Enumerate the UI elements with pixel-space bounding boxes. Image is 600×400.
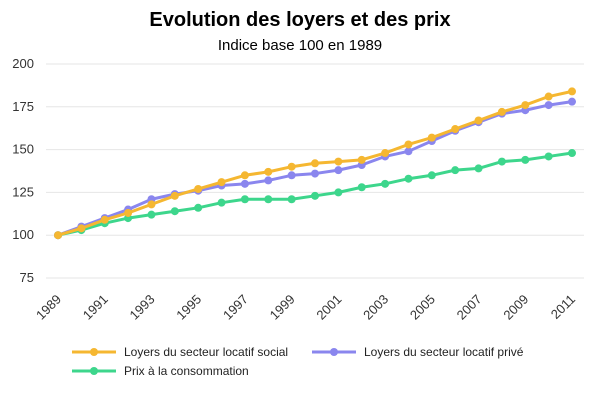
legend-label: Prix à la consommation bbox=[124, 364, 249, 378]
y-tick-label: 75 bbox=[20, 270, 34, 285]
data-point bbox=[451, 125, 460, 134]
y-tick-label: 200 bbox=[12, 56, 34, 71]
data-point bbox=[357, 155, 366, 164]
x-tick-label: 1993 bbox=[127, 292, 158, 323]
legend-swatch-marker bbox=[90, 367, 98, 375]
y-tick-label: 100 bbox=[12, 227, 34, 242]
x-tick-label: 1997 bbox=[220, 292, 251, 323]
x-axis-tick-labels: 1989 1991 1993 1995 1997 1999 2001 2003 2005 2007… bbox=[33, 292, 578, 323]
data-point bbox=[194, 184, 203, 193]
data-point bbox=[287, 171, 296, 180]
data-point bbox=[568, 149, 576, 158]
data-point bbox=[194, 203, 203, 212]
data-point bbox=[544, 101, 553, 110]
data-point bbox=[427, 171, 436, 180]
data-point bbox=[334, 188, 343, 197]
legend-item: Loyers du secteur locatif privé bbox=[312, 345, 524, 359]
y-tick-label: 125 bbox=[12, 184, 34, 199]
x-tick-label: 2003 bbox=[360, 292, 391, 323]
data-point bbox=[264, 195, 273, 204]
data-point bbox=[77, 224, 86, 233]
data-point bbox=[568, 87, 576, 96]
data-point bbox=[474, 164, 483, 173]
data-point bbox=[521, 101, 530, 110]
x-tick-label: 2005 bbox=[407, 292, 438, 323]
data-point bbox=[54, 231, 62, 240]
data-point bbox=[334, 166, 343, 175]
x-tick-label: 2001 bbox=[313, 292, 344, 323]
data-point bbox=[311, 191, 319, 200]
x-tick-label: 1989 bbox=[33, 292, 64, 323]
data-point bbox=[311, 159, 319, 168]
data-point bbox=[427, 133, 436, 142]
legend-swatch-marker bbox=[330, 348, 338, 356]
x-tick-label: 1999 bbox=[267, 292, 298, 323]
legend: Loyers du secteur locatif social Loyers d… bbox=[72, 345, 524, 378]
legend-item: Prix à la consommation bbox=[72, 364, 249, 378]
data-point bbox=[100, 215, 109, 224]
data-point bbox=[474, 116, 483, 125]
data-point bbox=[170, 207, 179, 216]
y-axis-tick-labels: 75 100 125 150 175 200 bbox=[12, 56, 34, 285]
x-tick-label: 2011 bbox=[548, 292, 578, 322]
data-point bbox=[497, 157, 506, 166]
data-point bbox=[568, 97, 576, 106]
data-point bbox=[287, 162, 296, 171]
data-point bbox=[240, 179, 249, 188]
data-point bbox=[357, 183, 366, 192]
data-point bbox=[147, 200, 156, 209]
data-point bbox=[381, 179, 390, 188]
data-point bbox=[217, 198, 226, 207]
data-point bbox=[147, 210, 156, 219]
data-point bbox=[217, 178, 226, 187]
data-point bbox=[334, 157, 343, 166]
data-point bbox=[521, 155, 530, 164]
data-point bbox=[544, 92, 553, 101]
data-point bbox=[381, 149, 390, 158]
legend-item: Loyers du secteur locatif social bbox=[72, 345, 288, 359]
x-tick-label: 2007 bbox=[454, 292, 485, 323]
x-tick-label: 1995 bbox=[173, 292, 204, 323]
series-lines bbox=[54, 87, 576, 240]
data-point bbox=[404, 174, 413, 183]
x-tick-label: 2009 bbox=[500, 292, 531, 323]
data-point bbox=[264, 176, 273, 185]
data-point bbox=[404, 147, 413, 156]
legend-swatch-marker bbox=[90, 348, 98, 356]
y-tick-label: 150 bbox=[12, 142, 34, 157]
chart-title: Evolution des loyers et des prix bbox=[149, 9, 450, 31]
data-point bbox=[240, 171, 249, 180]
chart-subtitle: Indice base 100 en 1989 bbox=[218, 37, 382, 54]
legend-label: Loyers du secteur locatif social bbox=[124, 345, 288, 359]
y-tick-label: 175 bbox=[12, 99, 34, 114]
data-point bbox=[451, 166, 460, 175]
data-point bbox=[124, 208, 133, 217]
data-point bbox=[404, 140, 413, 149]
series-1 bbox=[54, 87, 576, 240]
data-point bbox=[240, 195, 249, 204]
data-point bbox=[287, 195, 296, 204]
data-point bbox=[170, 191, 179, 200]
data-point bbox=[544, 152, 553, 161]
x-tick-label: 1991 bbox=[80, 292, 111, 323]
legend-label: Loyers du secteur locatif privé bbox=[364, 345, 524, 359]
data-point bbox=[497, 107, 506, 116]
data-point bbox=[311, 169, 319, 178]
series-line bbox=[57, 100, 573, 237]
data-point bbox=[264, 167, 273, 176]
